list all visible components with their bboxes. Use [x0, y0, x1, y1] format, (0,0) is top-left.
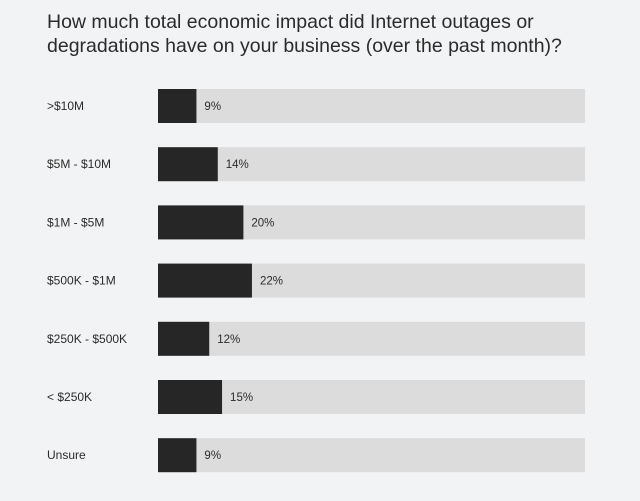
value-label: 12% — [217, 334, 240, 346]
category-label: Unsure — [47, 448, 86, 462]
bar-track — [158, 89, 585, 123]
bar — [158, 147, 218, 182]
category-label: $1M - $5M — [47, 215, 104, 229]
value-label: 9% — [204, 450, 221, 462]
category-label: $500K - $1M — [47, 274, 116, 288]
category-label: >$10M — [47, 99, 84, 113]
category-label: < $250K — [47, 390, 92, 404]
category-label: $250K - $500K — [47, 332, 127, 346]
category-label: $5M - $10M — [47, 157, 111, 171]
value-label: 22% — [260, 276, 283, 288]
value-label: 9% — [204, 101, 221, 113]
bar — [158, 205, 244, 240]
value-label: 14% — [226, 159, 249, 171]
value-label: 15% — [230, 392, 253, 404]
value-label: 20% — [251, 217, 274, 229]
bar — [158, 263, 252, 298]
chart-title: How much total economic impact did Inter… — [47, 11, 562, 57]
bar-track — [158, 380, 585, 414]
bar — [158, 89, 197, 123]
bar — [158, 438, 197, 473]
bar — [158, 380, 223, 414]
bar-track — [158, 147, 585, 182]
bar-track — [158, 438, 585, 473]
bar — [158, 321, 210, 356]
bar-track — [158, 321, 585, 356]
